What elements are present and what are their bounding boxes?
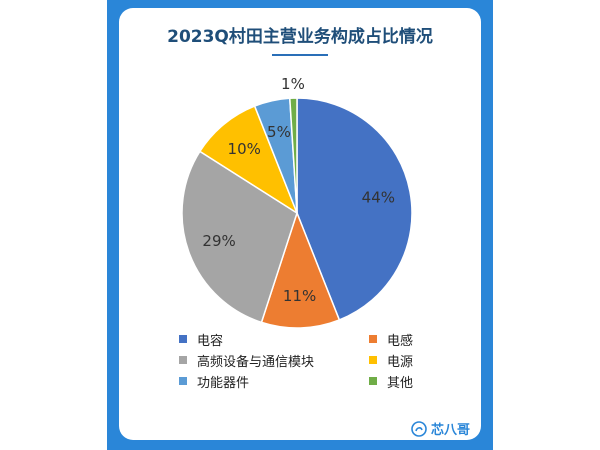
legend-label: 电感 (387, 333, 414, 349)
legend-label: 电容 (197, 333, 224, 349)
legend-item-functional-device: 功能器件 (179, 372, 369, 391)
legend-label: 其他 (387, 375, 414, 391)
pie-slice-rf-module (181, 150, 298, 324)
pie-slice-inductor (260, 210, 341, 328)
title-underline (272, 54, 328, 56)
brand-mark: 芯八哥 (411, 419, 470, 438)
brand-logo-icon (411, 420, 427, 437)
pie-chart: 44% 11% 29% 10% 5% 1% (181, 75, 413, 328)
chart-legend: 电容 电感 高频设备与通信模块 电源 功能器件 其他 (179, 330, 459, 391)
pie-data-label: 1% (281, 75, 305, 93)
pie-slice-other (288, 97, 298, 214)
pie-data-label: 5% (267, 123, 291, 141)
pie-data-label: 10% (228, 140, 261, 158)
pie-data-label: 44% (362, 188, 395, 206)
pie-data-label: 11% (283, 287, 316, 305)
pie-data-label: 29% (202, 232, 235, 250)
chart-title: 2023Q村田主营业务构成占比情况 (167, 27, 433, 47)
legend-swatch (369, 377, 377, 385)
brand-name: 芯八哥 (431, 423, 471, 438)
legend-item-other: 其他 (369, 372, 459, 391)
pie-slice-capacitor (296, 97, 413, 321)
legend-item-power: 电源 (369, 351, 459, 370)
legend-swatch (369, 356, 377, 364)
legend-swatch (369, 335, 377, 343)
legend-item-rf-module: 高频设备与通信模块 (179, 351, 369, 370)
legend-label: 高频设备与通信模块 (197, 354, 315, 370)
pie-slice-power (198, 105, 299, 215)
legend-label: 功能器件 (197, 375, 250, 391)
legend-label: 电源 (387, 354, 414, 370)
legend-swatch (179, 356, 187, 364)
legend-item-capacitor: 电容 (179, 330, 369, 349)
legend-item-inductor: 电感 (369, 330, 459, 349)
legend-swatch (179, 335, 187, 343)
chart-card: 2023Q村田主营业务构成占比情况 44% 11% 29% 10% 5% 1% 电容 电感… (119, 8, 481, 440)
legend-swatch (179, 377, 187, 385)
